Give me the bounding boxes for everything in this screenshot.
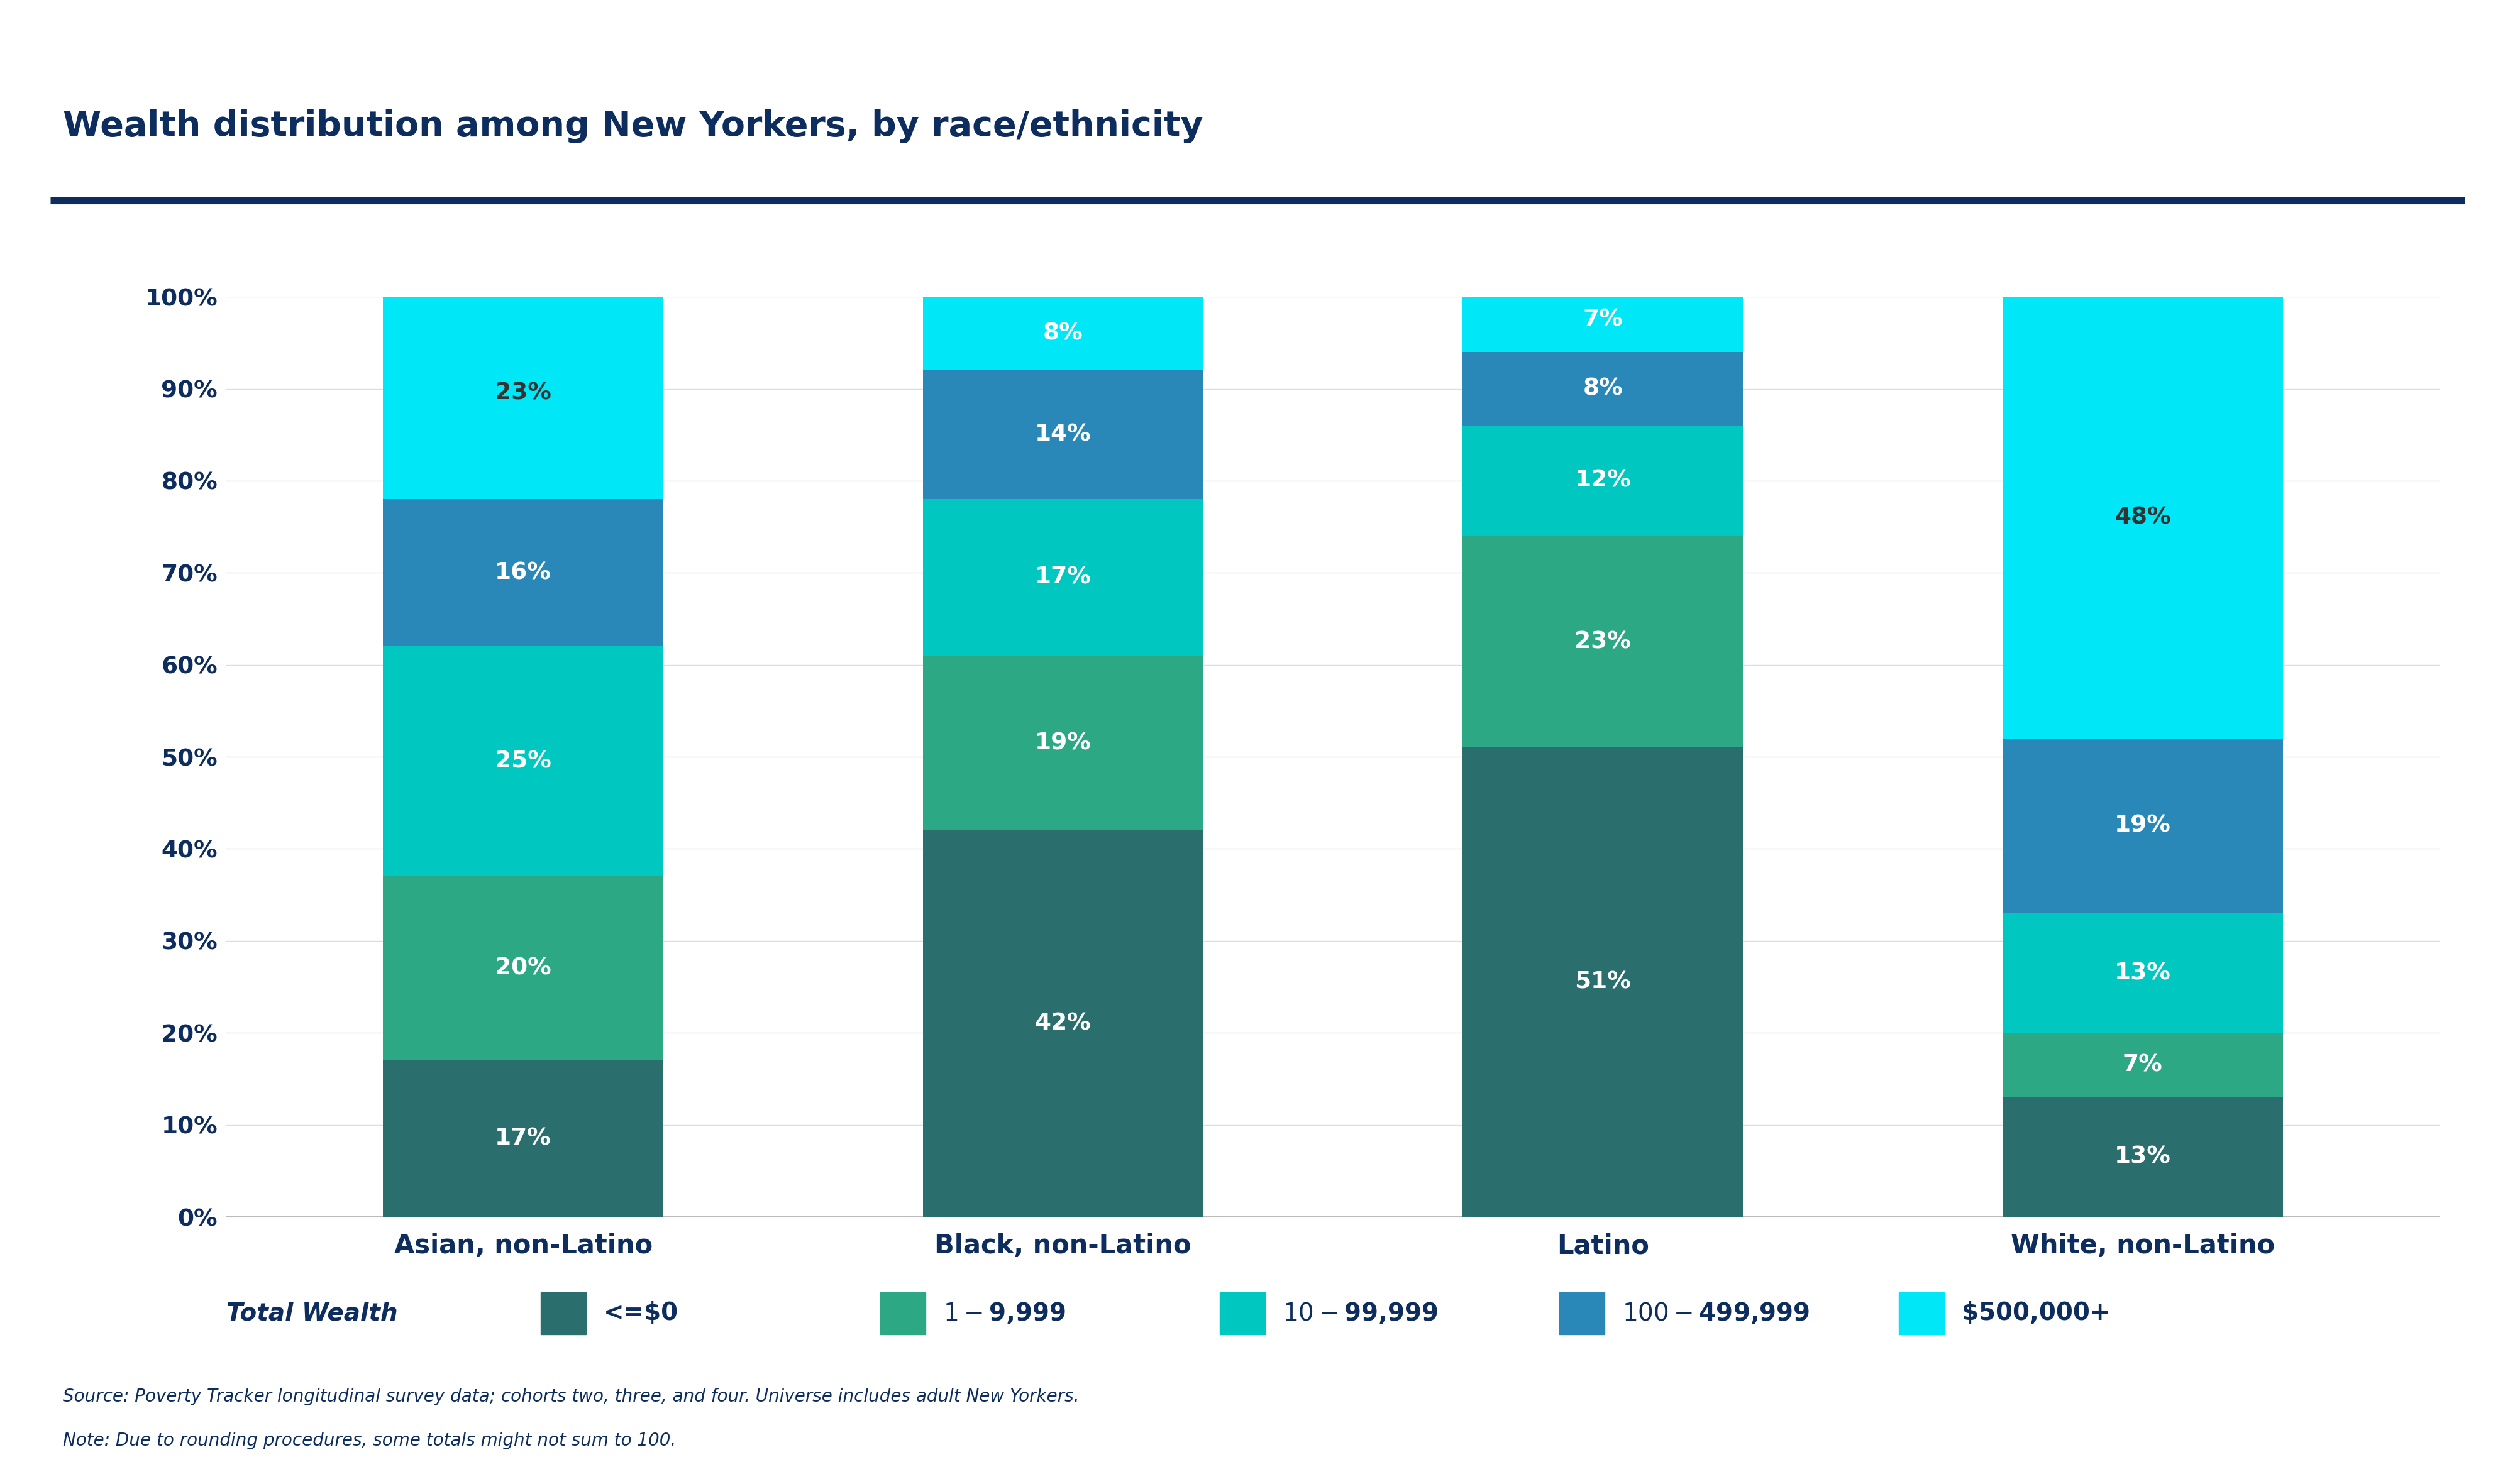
Bar — [1464, 748, 1743, 1217]
Bar — [1464, 536, 1743, 748]
Text: $500,000+: $500,000+ — [1962, 1301, 2110, 1325]
Text: 17%: 17% — [495, 1128, 551, 1150]
Text: 42%: 42% — [1034, 1012, 1092, 1034]
Bar — [382, 647, 664, 877]
Text: Total Wealth: Total Wealth — [226, 1301, 397, 1325]
Text: <=$0: <=$0 — [604, 1301, 679, 1325]
Text: 8%: 8% — [1582, 377, 1622, 401]
Bar — [2002, 913, 2284, 1033]
Text: 19%: 19% — [2115, 815, 2170, 837]
Text: 13%: 13% — [2115, 962, 2170, 984]
Text: Source: Poverty Tracker longitudinal survey data; cohorts two, three, and four. : Source: Poverty Tracker longitudinal sur… — [63, 1388, 1079, 1405]
Text: $1-$9,999: $1-$9,999 — [943, 1301, 1066, 1325]
Text: 19%: 19% — [1034, 732, 1092, 754]
Bar — [923, 831, 1202, 1217]
Bar — [2002, 1097, 2284, 1217]
Text: 14%: 14% — [1034, 423, 1092, 447]
Text: 13%: 13% — [2115, 1146, 2170, 1168]
Bar — [382, 877, 664, 1061]
Text: 12%: 12% — [1574, 469, 1632, 493]
Text: 7%: 7% — [2123, 1054, 2163, 1076]
Text: 17%: 17% — [1034, 565, 1092, 589]
Text: Wealth distribution among New Yorkers, by race/ethnicity: Wealth distribution among New Yorkers, b… — [63, 110, 1202, 142]
Bar — [923, 297, 1202, 371]
Text: 7%: 7% — [1582, 309, 1622, 331]
Text: 48%: 48% — [2115, 506, 2170, 528]
Text: $10-$99,999: $10-$99,999 — [1283, 1301, 1439, 1325]
Bar — [923, 656, 1202, 831]
Bar — [1464, 288, 1743, 352]
Text: 25%: 25% — [495, 749, 551, 773]
Bar — [923, 499, 1202, 656]
Text: 23%: 23% — [495, 381, 551, 405]
Text: Note: Due to rounding procedures, some totals might not sum to 100.: Note: Due to rounding procedures, some t… — [63, 1432, 677, 1450]
Bar — [1464, 426, 1743, 536]
Bar — [1464, 352, 1743, 426]
Text: 51%: 51% — [1574, 971, 1632, 994]
Text: 16%: 16% — [495, 561, 551, 585]
Text: $100-$499,999: $100-$499,999 — [1622, 1301, 1811, 1325]
Text: 20%: 20% — [495, 957, 551, 979]
Bar — [382, 1061, 664, 1217]
Bar — [2002, 1033, 2284, 1097]
Bar — [382, 288, 664, 499]
Text: 8%: 8% — [1044, 322, 1084, 344]
Bar — [2002, 297, 2284, 739]
Bar — [382, 499, 664, 647]
Bar — [2002, 739, 2284, 913]
Text: 23%: 23% — [1574, 631, 1632, 653]
Bar — [923, 371, 1202, 499]
